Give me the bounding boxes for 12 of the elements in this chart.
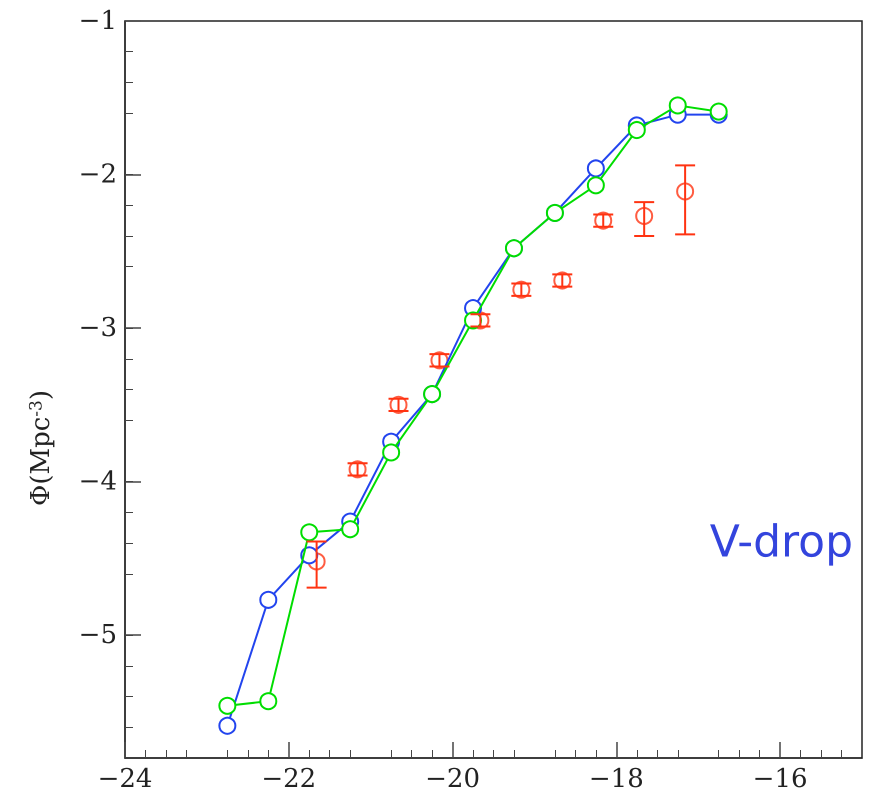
y-axis-title: Φ(Mpc-3) [26,390,56,506]
x-tick-label: −22 [261,764,316,794]
x-tick-label: −24 [98,764,152,794]
y-tick-label: −1 [78,6,117,36]
annotation: V-drop [710,516,854,568]
y-tick-label: −5 [78,620,117,650]
y-tick-label: −2 [78,160,117,190]
x-tick-label: −18 [588,764,644,794]
y-tick-label: −3 [78,313,117,344]
y-tick-label: −4 [78,466,117,497]
x-tick-label: −16 [752,764,808,794]
x-tick-label: −20 [425,764,480,794]
